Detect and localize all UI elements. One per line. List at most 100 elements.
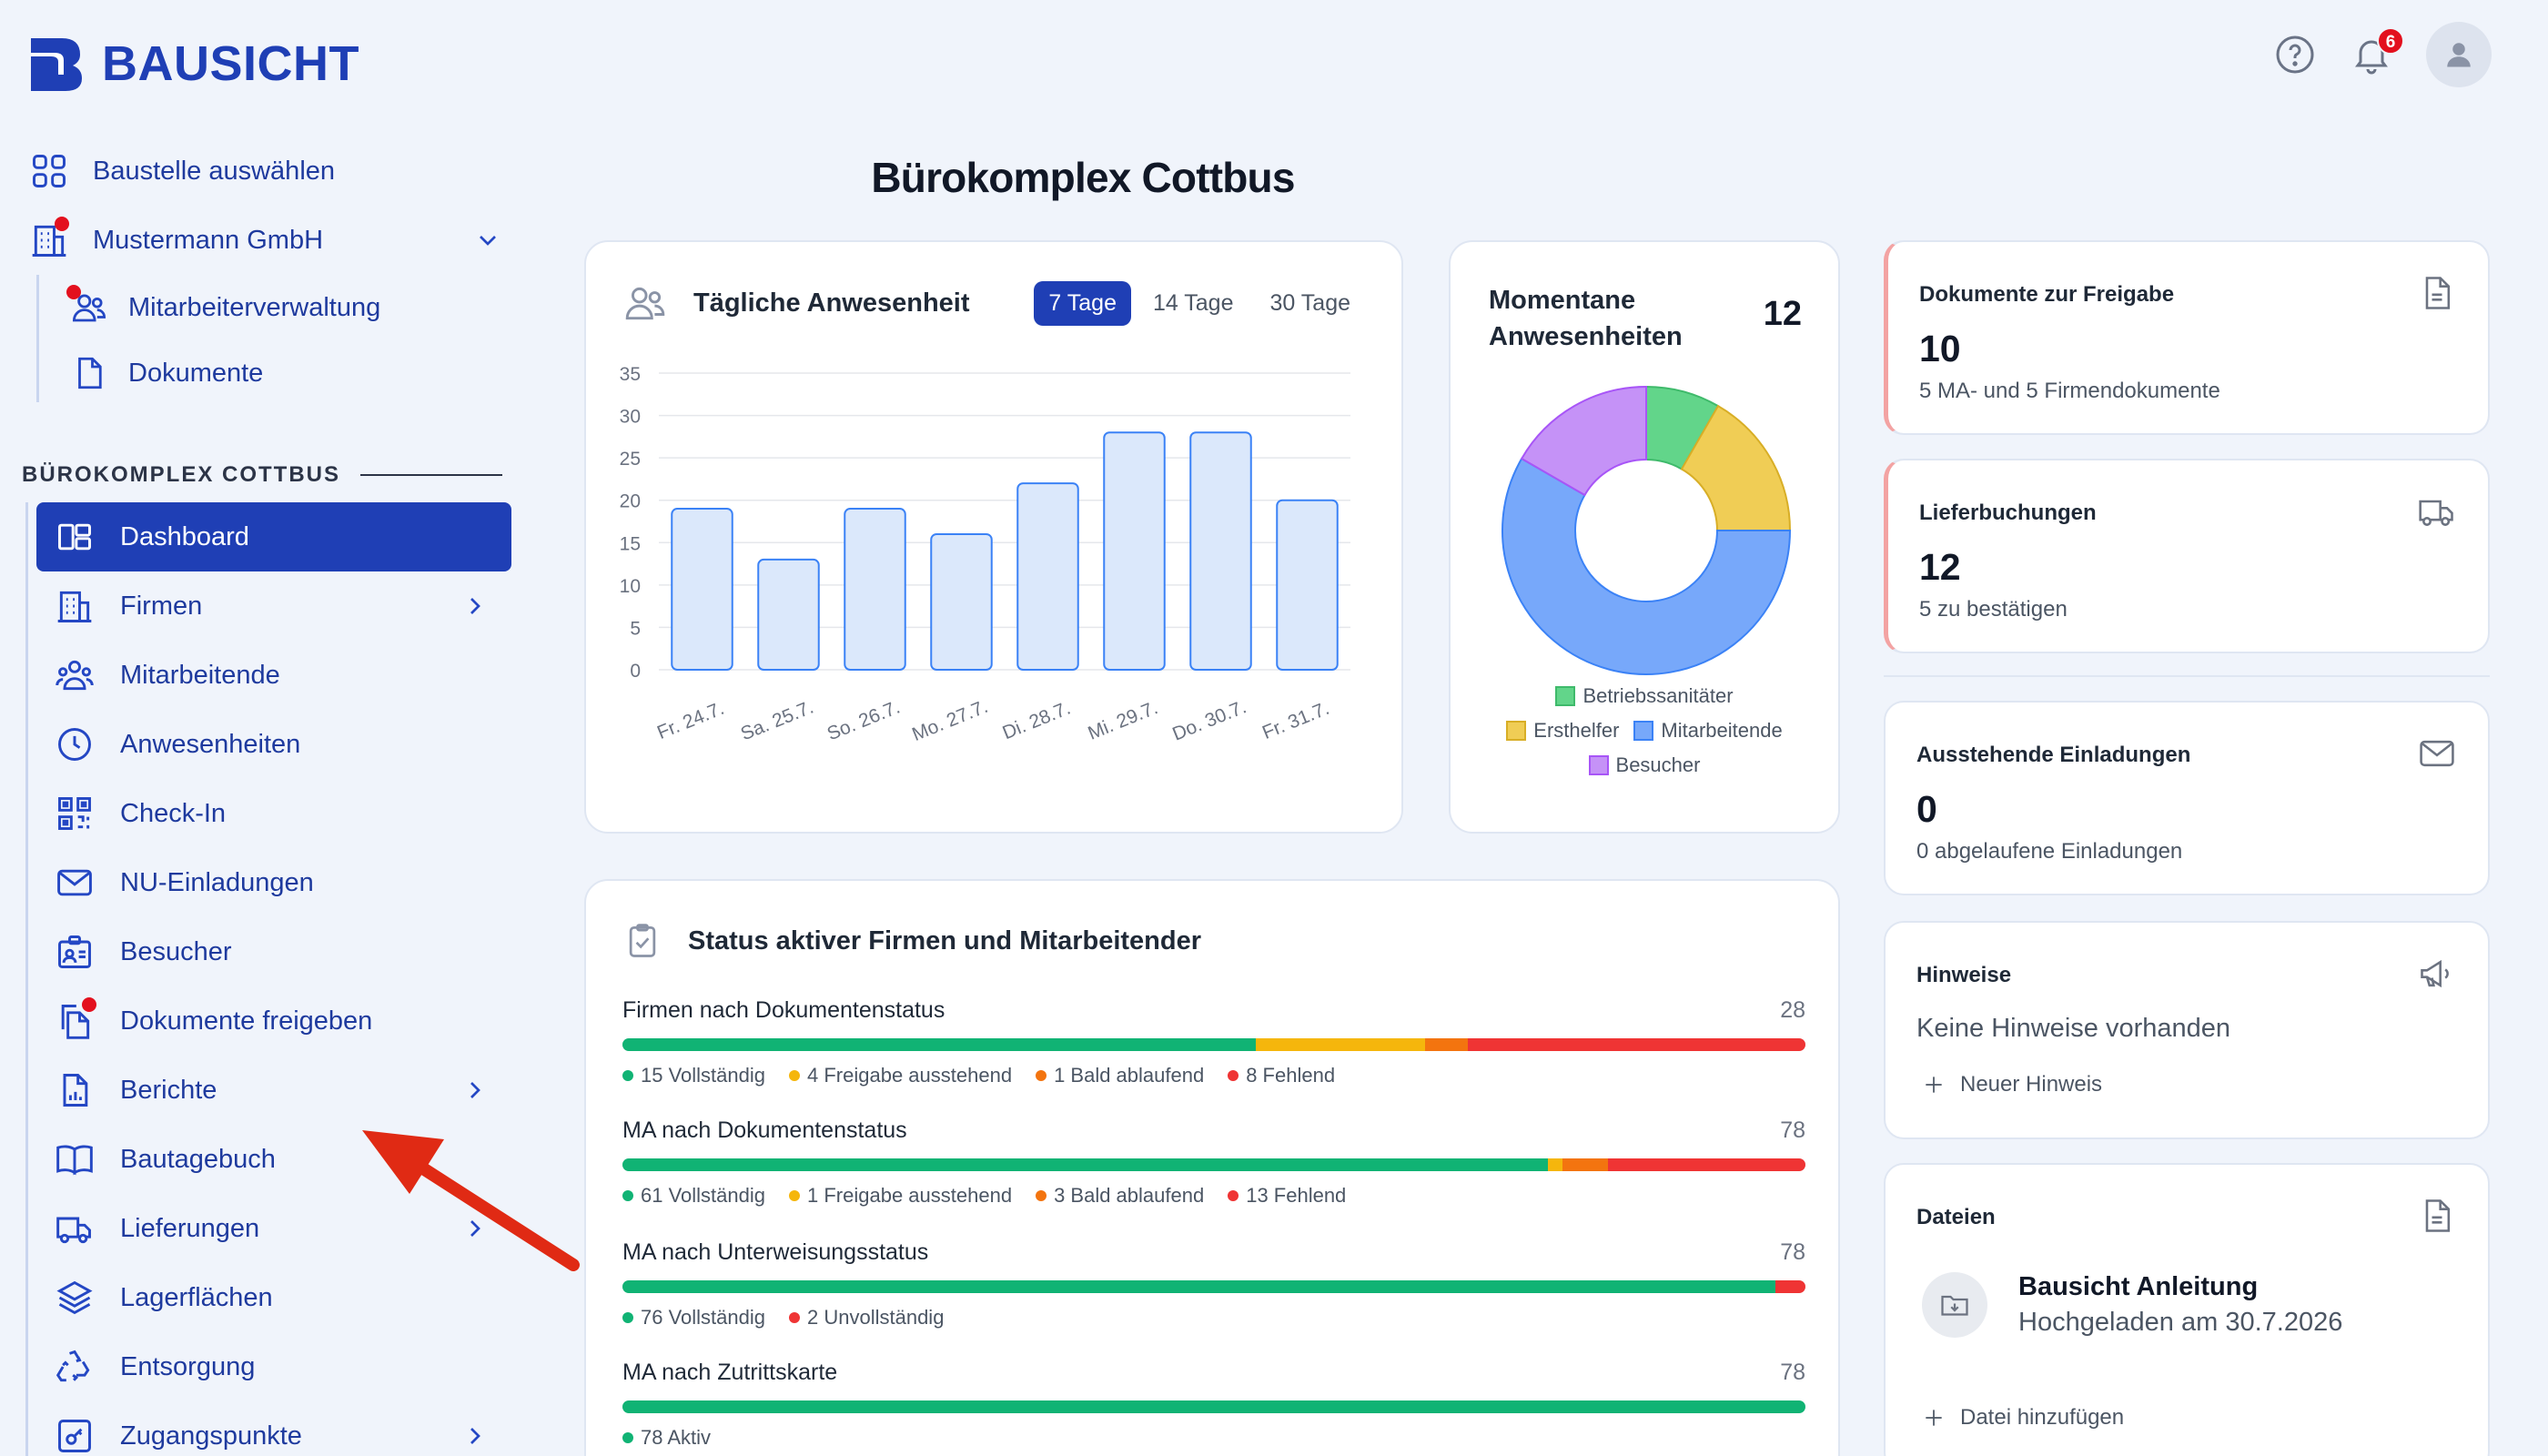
- chevron-right-icon[interactable]: [460, 592, 490, 621]
- card-label: Hinweise: [1916, 963, 2012, 987]
- sidebar-item-entsorgung[interactable]: Entsorgung: [36, 1332, 511, 1401]
- hints-card: Hinweise Keine Hinweise vorhanden Neuer …: [1884, 921, 2490, 1139]
- sidebar-item-dashboard[interactable]: Dashboard: [36, 502, 511, 571]
- status-dot: [1036, 1070, 1047, 1081]
- status-legend-item: 76 Vollständig: [622, 1306, 765, 1330]
- current-presence-count: 12: [1763, 295, 1802, 333]
- deliveries-card[interactable]: Lieferbuchungen 12 5 zu bestätigen: [1884, 459, 2490, 653]
- sidebar-item-lagerflaechen[interactable]: Lagerflächen: [36, 1263, 511, 1332]
- sidebar-item-mitarbeitende[interactable]: Mitarbeitende: [36, 641, 511, 710]
- status-legend-label: 76 Vollständig: [641, 1306, 765, 1329]
- chevron-right-icon[interactable]: [460, 1421, 490, 1451]
- invitations-card[interactable]: Ausstehende Einladungen 0 0 abgelaufene …: [1884, 701, 2490, 895]
- donut-slice-mitarbeitende[interactable]: [1502, 457, 1792, 675]
- card-subtext: 5 zu bestätigen: [1919, 597, 2068, 622]
- help-circle-icon[interactable]: [2273, 33, 2317, 76]
- sidebar-item-besucher[interactable]: Besucher: [36, 917, 511, 986]
- attendance-bar[interactable]: [671, 508, 733, 671]
- bar-segment: [1774, 1280, 1805, 1293]
- card-value: 10: [1919, 328, 1961, 369]
- documents-approval-card[interactable]: Dokumente zur Freigabe 10 5 MA- und 5 Fi…: [1884, 240, 2490, 435]
- status-dot: [789, 1312, 800, 1323]
- sub-item-mitarbeiterverwaltung[interactable]: Mitarbeiterverwaltung: [66, 275, 381, 340]
- file-name: Bausicht Anleitung: [2018, 1272, 2259, 1301]
- right-column-divider: [1884, 675, 2490, 677]
- add-hint-button[interactable]: Neuer Hinweis: [1922, 1072, 2102, 1097]
- add-hint-label: Neuer Hinweis: [1960, 1072, 2103, 1097]
- company-selector[interactable]: Mustermann GmbH: [29, 206, 502, 275]
- plus-icon: [1922, 1406, 1946, 1430]
- folder-download-icon: [1922, 1272, 1987, 1338]
- company-sub-navigation: Mitarbeiterverwaltung Dokumente: [36, 275, 380, 402]
- section-divider: [360, 474, 502, 476]
- tab-14-days[interactable]: 14 Tage: [1152, 289, 1234, 316]
- sidebar-item-firmen[interactable]: Firmen: [36, 571, 511, 641]
- card-label: Lieferbuchungen: [1919, 500, 2097, 525]
- card-label: Ausstehende Einladungen: [1916, 743, 2191, 767]
- status-legend-label: 3 Bald ablaufend: [1054, 1184, 1205, 1207]
- sidebar-item-bautagebuch[interactable]: Bautagebuch: [36, 1125, 511, 1194]
- sidebar-item-nu-einladungen[interactable]: NU-Einladungen: [36, 848, 511, 917]
- tab-30-days[interactable]: 30 Tage: [1269, 289, 1350, 316]
- site-section-title: BÜROKOMPLEX COTTBUS: [22, 462, 340, 487]
- attendance-bar[interactable]: [1016, 482, 1079, 671]
- building-icon: [55, 586, 95, 626]
- sidebar-item-check-in[interactable]: Check-In: [36, 779, 511, 848]
- avatar[interactable]: [2426, 22, 2492, 87]
- attendance-bar[interactable]: [844, 508, 906, 671]
- chevron-right-icon[interactable]: [460, 1076, 490, 1105]
- attendance-title: Tägliche Anwesenheit: [693, 288, 970, 318]
- legend-item-mitarbeitende[interactable]: Mitarbeitende: [1633, 719, 1783, 743]
- status-legend: 61 Vollständig 1 Freigabe ausstehend 3 Bal…: [622, 1184, 1805, 1208]
- attendance-bar[interactable]: [1189, 431, 1252, 671]
- chevron-right-icon[interactable]: [460, 1214, 490, 1243]
- visitor-badge-icon: [55, 932, 95, 972]
- status-legend-label: 1 Bald ablaufend: [1054, 1064, 1205, 1087]
- sidebar-item-dokumente-freigeben[interactable]: Dokumente freigeben: [36, 986, 511, 1056]
- y-tick-label: 20: [620, 491, 641, 512]
- chevron-down-icon[interactable]: [473, 226, 502, 255]
- dashboard-icon: [55, 517, 95, 557]
- status-card: Status aktiver Firmen und Mitarbeitender…: [584, 879, 1840, 1456]
- logo[interactable]: BAUSICHT: [27, 35, 359, 93]
- x-tick-label: Sa. 25.7.: [738, 697, 817, 745]
- file-item[interactable]: Bausicht Anleitung Hochgeladen am 30.7.2…: [1922, 1272, 2342, 1338]
- users-icon: [622, 280, 668, 326]
- brand-name: BAUSICHT: [102, 36, 359, 91]
- sidebar-item-anwesenheiten[interactable]: Anwesenheiten: [36, 710, 511, 779]
- attendance-bar[interactable]: [930, 532, 993, 671]
- legend-label: Ersthelfer: [1533, 719, 1620, 742]
- legend-item-besucher[interactable]: Besucher: [1588, 753, 1700, 777]
- bell-icon[interactable]: 6: [2350, 27, 2404, 76]
- company-label: Mustermann GmbH: [93, 225, 324, 255]
- x-tick-label: Fr. 31.7.: [1259, 698, 1332, 743]
- status-row-label: MA nach Zutrittskarte: [622, 1360, 838, 1385]
- status-row: MA nach Zutrittskarte 78 78 Aktiv: [622, 1360, 1805, 1450]
- donut-slice-besucher[interactable]: [1520, 385, 1647, 497]
- attendance-bar[interactable]: [757, 558, 820, 672]
- page-title: Bürokomplex Cottbus: [871, 154, 1295, 201]
- legend-item-ersthelfer[interactable]: Ersthelfer: [1506, 719, 1619, 743]
- status-legend-label: 4 Freigabe ausstehend: [807, 1064, 1013, 1087]
- bar-segment: [622, 1280, 1775, 1293]
- tab-7-days[interactable]: 7 Tage: [1034, 280, 1131, 326]
- legend-item-betriebssanitaeter[interactable]: Betriebssanitäter: [1555, 684, 1734, 708]
- select-site-label: Baustelle auswählen: [93, 156, 336, 186]
- status-progress-bar: [622, 1400, 1805, 1413]
- y-tick-label: 25: [620, 449, 641, 470]
- sub-item-label: Mitarbeiterverwaltung: [128, 292, 381, 322]
- bar-segment: [1425, 1038, 1468, 1051]
- sidebar-item-berichte[interactable]: Berichte: [36, 1056, 511, 1125]
- sub-item-dokumente[interactable]: Dokumente: [70, 340, 380, 406]
- bar-segment: [1467, 1038, 1805, 1051]
- status-legend-item: 78 Aktiv: [622, 1426, 711, 1450]
- layers-icon: [55, 1278, 95, 1318]
- status-legend-label: 78 Aktiv: [641, 1426, 712, 1449]
- sidebar-item-zugangspunkte[interactable]: Zugangspunkte: [36, 1401, 511, 1456]
- attendance-bar[interactable]: [1103, 431, 1166, 671]
- sidebar-item-lieferungen[interactable]: Lieferungen: [36, 1194, 511, 1263]
- select-site-link[interactable]: Baustelle auswählen: [29, 136, 502, 206]
- status-legend-item: 8 Fehlend: [1228, 1064, 1335, 1087]
- add-file-button[interactable]: Datei hinzufügen: [1922, 1405, 2124, 1431]
- attendance-bar[interactable]: [1276, 499, 1339, 671]
